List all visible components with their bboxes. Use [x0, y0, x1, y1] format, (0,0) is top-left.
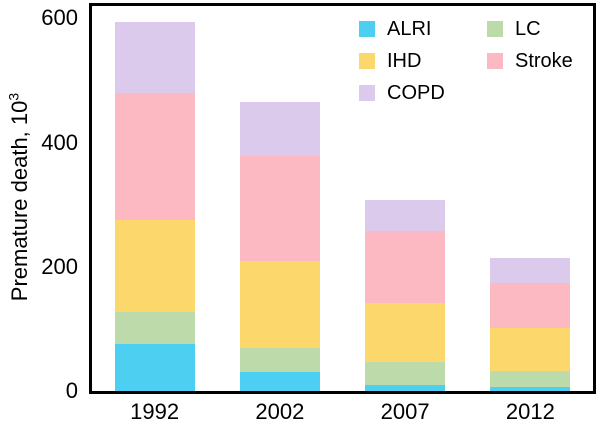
bar-segment-copd-2012 — [490, 257, 571, 283]
legend-label-ihd: IHD — [387, 50, 422, 72]
bar-segment-stroke-2012 — [490, 282, 571, 328]
legend-column-2: LC Stroke — [487, 18, 573, 85]
legend-item-alri: ALRI — [359, 18, 445, 40]
y-axis-title-superscript: 3 — [5, 92, 22, 101]
legend-label-lc: LC — [515, 18, 541, 40]
x-tick-label-2007: 2007 — [380, 399, 430, 424]
bar-segment-ihd-2007 — [365, 302, 446, 363]
bar-segment-copd-2007 — [365, 200, 446, 232]
bar-segment-ihd-2002 — [239, 261, 320, 348]
legend-swatch-stroke — [487, 53, 503, 69]
bar-segment-ihd-1992 — [114, 219, 195, 313]
bars-container — [92, 6, 593, 391]
plot-area: ALRI IHD COPD LC Stroke — [89, 3, 596, 394]
x-tick-label-2012: 2012 — [505, 399, 555, 424]
bar-segment-stroke-2002 — [239, 156, 320, 262]
bar-segment-alri-2002 — [239, 372, 320, 391]
x-tick-label-1992: 1992 — [130, 399, 180, 424]
y-tick-label-0: 0 — [65, 378, 78, 403]
bar-segment-lc-2012 — [490, 371, 571, 388]
bar-segment-lc-2002 — [239, 347, 320, 373]
legend-swatch-alri — [359, 21, 375, 37]
bar-segment-copd-1992 — [114, 22, 195, 93]
bar-segment-stroke-1992 — [114, 92, 195, 220]
legend-item-lc: LC — [487, 18, 573, 40]
y-tick-label-600: 600 — [41, 5, 78, 31]
legend-swatch-ihd — [359, 53, 375, 69]
bar-segment-copd-2002 — [239, 101, 320, 157]
y-tick-label-200: 200 — [41, 253, 78, 279]
legend-swatch-copd — [359, 85, 375, 101]
bar-segment-lc-2007 — [365, 362, 446, 385]
bar-segment-alri-2007 — [365, 384, 446, 391]
legend-swatch-lc — [487, 21, 503, 37]
legend-label-alri: ALRI — [387, 18, 432, 40]
bar-segment-lc-1992 — [114, 312, 195, 345]
bar-segment-stroke-2007 — [365, 231, 446, 303]
legend: ALRI IHD COPD LC Stroke — [92, 6, 593, 391]
legend-label-copd: COPD — [387, 82, 445, 104]
legend-item-ihd: IHD — [359, 50, 445, 72]
bar-segment-ihd-2012 — [490, 327, 571, 372]
legend-label-stroke: Stroke — [515, 50, 573, 72]
y-tick-label-400: 400 — [41, 129, 78, 155]
legend-item-copd: COPD — [359, 82, 445, 104]
legend-column-1: ALRI IHD COPD — [359, 18, 445, 117]
bar-segment-alri-2012 — [490, 387, 571, 391]
legend-item-stroke: Stroke — [487, 50, 573, 72]
x-tick-label-2002: 2002 — [255, 399, 305, 424]
bar-segment-alri-1992 — [114, 344, 195, 391]
y-axis-title: Premature death, 103 — [6, 37, 34, 357]
